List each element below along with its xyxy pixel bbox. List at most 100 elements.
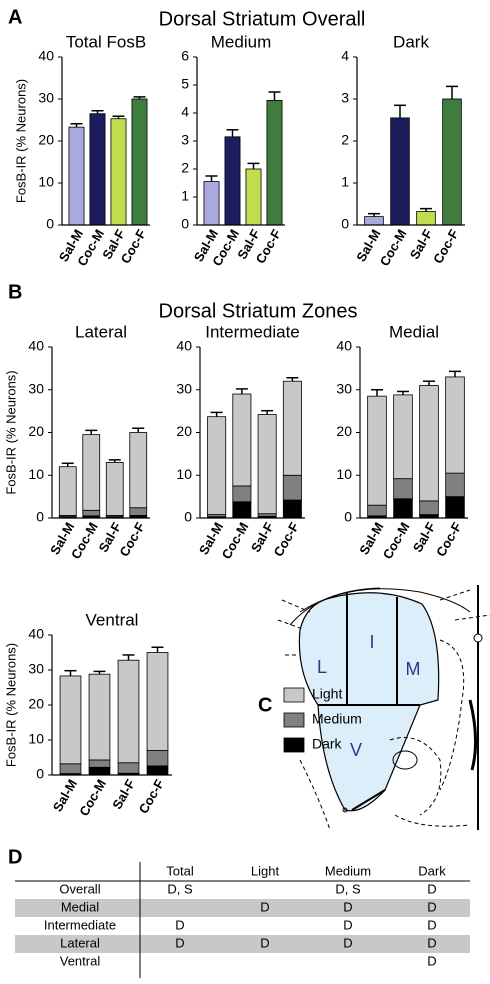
- error-bar: [210, 411, 223, 417]
- y-tick-label: 0: [341, 216, 349, 232]
- error-bar: [420, 207, 432, 212]
- chart-title: Medium: [211, 32, 271, 51]
- y-tick-label: 30: [336, 380, 352, 396]
- error-bar: [446, 85, 458, 99]
- row-label: Intermediate: [44, 917, 116, 932]
- table-cell: D: [427, 917, 436, 932]
- bar-segment: [88, 759, 111, 768]
- error-bar: [286, 377, 299, 382]
- error-bar: [70, 123, 83, 128]
- x-tick-label: Coc-F: [433, 520, 464, 559]
- y-tick-label: 3: [341, 90, 349, 106]
- error-bar: [397, 390, 409, 395]
- y-tick-label: 20: [28, 696, 44, 712]
- error-bar: [423, 380, 435, 386]
- y-tick-label: 20: [176, 423, 192, 439]
- bar: [224, 136, 241, 226]
- bar-segment: [117, 762, 140, 774]
- y-axis-label: FosB-IR (% Neurons): [3, 643, 18, 767]
- bar-segment: [445, 472, 465, 498]
- panel-label: C: [258, 694, 272, 716]
- bar: [266, 100, 283, 226]
- legend-label: Light: [312, 686, 342, 702]
- row-shade: [15, 935, 470, 953]
- y-tick-label: 4: [341, 48, 349, 64]
- error-bar: [91, 110, 104, 114]
- y-tick-label: 30: [38, 90, 54, 106]
- legend-swatch: [283, 712, 305, 728]
- table-cell: D: [343, 899, 352, 914]
- x-tick-label: Coc-M: [380, 520, 413, 562]
- bar: [89, 113, 106, 226]
- table-cell: D, S: [335, 881, 361, 896]
- x-tick-label: Sal-M: [50, 777, 80, 815]
- y-tick-label: 40: [336, 338, 352, 354]
- error-bar: [205, 175, 218, 182]
- bar-segment: [82, 509, 101, 517]
- error-bar: [132, 427, 145, 433]
- row-label: Overall: [59, 881, 100, 896]
- diagram: [277, 585, 490, 831]
- y-tick-label: 0: [36, 766, 44, 782]
- table-cell: D: [427, 935, 436, 950]
- y-tick-label: 6: [181, 48, 189, 64]
- bar-segment: [419, 500, 439, 515]
- bar-segment: [105, 462, 124, 516]
- y-tick-label: 0: [36, 509, 44, 525]
- zone-label: I: [369, 632, 374, 652]
- table-cell: D: [175, 935, 184, 950]
- bar: [390, 117, 410, 226]
- bar-segment: [117, 659, 140, 764]
- table-cell: D, S: [167, 881, 193, 896]
- bar: [131, 98, 148, 226]
- y-tick-label: 10: [176, 466, 192, 482]
- chart-title: Intermediate: [205, 322, 300, 341]
- error-bar: [93, 670, 106, 675]
- table-cell: D: [260, 935, 269, 950]
- x-tick-label: Coc-M: [76, 777, 109, 819]
- bar-segment: [282, 474, 302, 501]
- row-label: Medial: [61, 899, 99, 914]
- error-bar: [235, 388, 248, 395]
- column-header: Medium: [325, 863, 371, 878]
- y-tick-label: 10: [28, 731, 44, 747]
- y-tick-label: 4: [181, 104, 189, 120]
- y-tick-label: 30: [28, 380, 44, 396]
- bar-segment: [419, 385, 439, 502]
- bar-segment: [367, 504, 387, 517]
- y-tick-label: 2: [341, 132, 349, 148]
- table-cell: D: [343, 917, 352, 932]
- y-tick-label: 2: [181, 160, 189, 176]
- y-tick-label: 0: [181, 216, 189, 232]
- row-shade: [15, 899, 470, 917]
- panel-label: D: [8, 846, 22, 868]
- bar-segment: [445, 496, 465, 519]
- y-tick-label: 5: [181, 76, 189, 92]
- bar-segment: [59, 675, 82, 765]
- bar: [416, 211, 436, 226]
- chart-title: Ventral: [86, 610, 139, 629]
- bar-segment: [146, 750, 169, 767]
- y-tick-label: 10: [336, 466, 352, 482]
- x-tick-label: Coc-F: [136, 777, 167, 816]
- y-tick-label: 20: [38, 132, 54, 148]
- error-bar: [394, 104, 406, 118]
- section-title: Dorsal Striatum Zones: [159, 300, 358, 322]
- bar-segment: [88, 673, 111, 761]
- legend-swatch: [283, 737, 305, 753]
- y-tick-label: 40: [28, 626, 44, 642]
- y-tick-label: 10: [38, 174, 54, 190]
- y-tick-label: 1: [181, 188, 189, 204]
- bar: [364, 216, 384, 226]
- bar-segment: [367, 395, 387, 506]
- bar-segment: [59, 763, 82, 774]
- row-label: Lateral: [60, 935, 100, 950]
- y-tick-label: 30: [28, 661, 44, 677]
- bar-segment: [232, 501, 252, 519]
- error-bar: [133, 96, 146, 99]
- error-bar: [108, 459, 121, 463]
- bar-segment: [82, 434, 101, 511]
- bar-segment: [282, 499, 302, 519]
- y-tick-label: 20: [28, 423, 44, 439]
